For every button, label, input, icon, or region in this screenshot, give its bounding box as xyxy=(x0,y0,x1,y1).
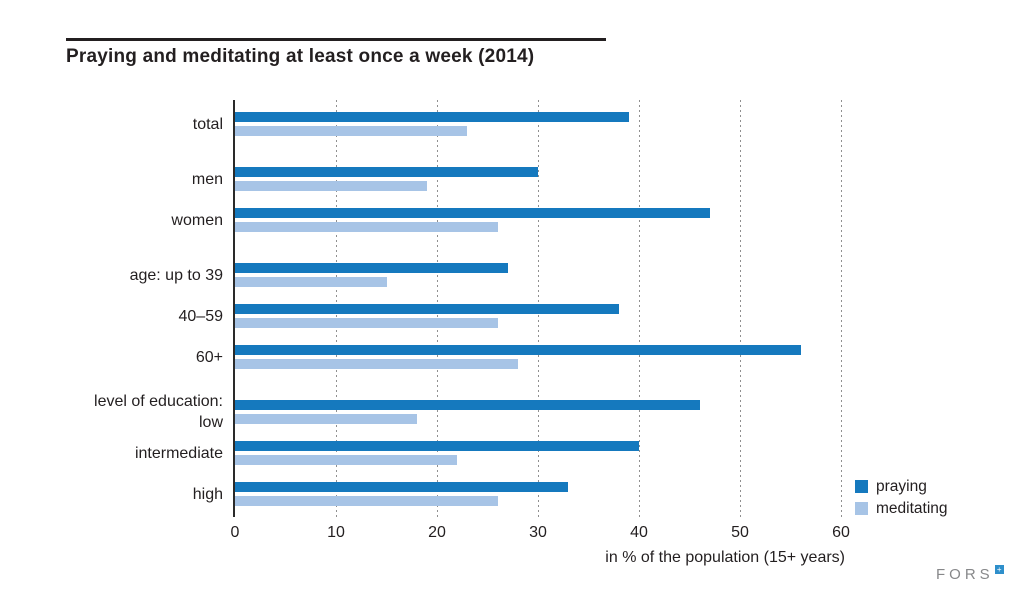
bar-praying-age-up-to-39 xyxy=(235,263,508,273)
bar-praying-total xyxy=(235,112,629,122)
gridline-50 xyxy=(739,100,741,517)
category-label-40-59: 40–59 xyxy=(178,308,224,325)
fors-logo-text: FORS xyxy=(936,566,994,583)
bar-meditating-high xyxy=(235,496,498,506)
category-label-60: 60+ xyxy=(195,349,223,366)
fors-logo: FORS + xyxy=(936,565,1004,584)
bar-meditating-women xyxy=(235,222,498,232)
x-tick-label-40: 40 xyxy=(630,524,648,541)
x-tick-label-20: 20 xyxy=(428,524,446,541)
bar-praying-high xyxy=(235,482,569,492)
bar-meditating-total xyxy=(235,126,468,136)
legend-swatch-praying xyxy=(855,480,868,493)
bar-praying-level-of-education-low xyxy=(235,400,700,410)
category-label-men: men xyxy=(191,171,223,188)
bar-praying-intermediate xyxy=(235,441,639,451)
legend-label-praying: praying xyxy=(876,477,927,495)
bar-meditating-40-59 xyxy=(235,318,498,328)
title-rule xyxy=(66,38,606,41)
legend-item-praying: praying xyxy=(855,477,948,495)
category-label-high: high xyxy=(192,486,223,503)
x-tick-label-10: 10 xyxy=(327,524,345,541)
fors-logo-mark-icon: + xyxy=(994,565,1004,574)
x-tick-label-50: 50 xyxy=(731,524,749,541)
gridline-60 xyxy=(840,100,842,517)
plot-area: total men women age: up to 39 40–59 60+ level … xyxy=(94,100,842,517)
bar-meditating-men xyxy=(235,181,427,191)
x-tick-label-0: 0 xyxy=(230,524,240,541)
category-label-total: total xyxy=(192,116,223,133)
legend-label-meditating: meditating xyxy=(876,499,948,517)
chart-title: Praying and meditating at least once a w… xyxy=(66,46,535,67)
x-axis-ticks: 0 10 20 30 40 50 60 xyxy=(231,523,850,543)
bar-praying-60 xyxy=(235,345,801,355)
bar-meditating-intermediate xyxy=(235,455,458,465)
x-tick-label-60: 60 xyxy=(832,524,850,541)
bar-meditating-60 xyxy=(235,359,518,369)
bar-meditating-age-up-to-39 xyxy=(235,277,387,287)
category-label-age-up-to-39: age: up to 39 xyxy=(129,267,223,284)
category-label-women: women xyxy=(171,212,223,229)
bar-praying-women xyxy=(235,208,710,218)
legend-item-meditating: meditating xyxy=(855,499,948,517)
legend: praying meditating xyxy=(855,477,948,523)
legend-swatch-meditating xyxy=(855,502,868,515)
x-tick-label-30: 30 xyxy=(529,524,547,541)
x-axis-label: in % of the population (15+ years) xyxy=(605,549,845,566)
category-label-level-of-education-low: level of education: low xyxy=(94,393,223,431)
category-label-intermediate: intermediate xyxy=(134,445,223,462)
bar-praying-men xyxy=(235,167,538,177)
gridline-40 xyxy=(638,100,640,517)
bar-praying-40-59 xyxy=(235,304,619,314)
bar-meditating-level-of-education-low xyxy=(235,414,417,424)
